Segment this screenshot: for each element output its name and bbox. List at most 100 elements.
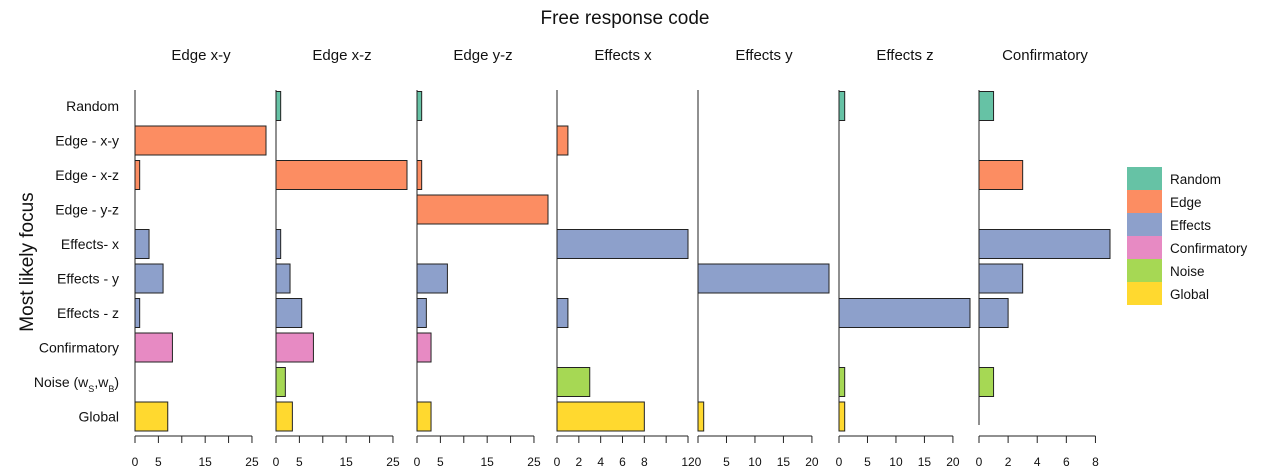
bar-effects-z (556, 298, 569, 328)
bar-effects-x (275, 229, 282, 259)
x-tick-label: 15 (918, 455, 932, 469)
bar-effects-y (978, 263, 1024, 294)
row-label-edge-x-z: Edge - x-z (55, 167, 119, 183)
legend-label: Noise (1170, 264, 1205, 279)
x-tick-label: 15 (339, 455, 353, 469)
row-label-noise-w-s-w-b: Noise (wS,wB) (34, 374, 119, 394)
panel-effects-y: Effects y 0 5 10 15 20 (695, 47, 830, 469)
x-tick-label: 5 (296, 455, 303, 469)
panel-effects-z: Effects z 0 5 10 15 20 (836, 47, 971, 469)
x-tick-label: 25 (245, 455, 259, 469)
x-tick-label: 10 (748, 455, 762, 469)
x-tick-label: 5 (723, 455, 730, 469)
row-label-effects-x: Effects- x (61, 236, 119, 252)
panel-edge-x-y: Edge x-y 0 5 15 25 (132, 47, 267, 469)
legend-item-global: Global (1127, 282, 1209, 305)
row-label-global: Global (79, 409, 119, 425)
bar-confirmatory (416, 332, 432, 363)
bar-global (275, 401, 293, 432)
legend-item-noise: Noise (1127, 259, 1205, 282)
panel-title: Edge y-z (453, 47, 512, 64)
bar-effects-z (838, 298, 971, 328)
x-tick-label: 4 (1034, 455, 1041, 469)
bar-edge-x-z (978, 160, 1024, 190)
legend-swatch (1127, 190, 1162, 213)
legend-swatch (1127, 236, 1162, 259)
chart-title: Free response code (541, 8, 710, 29)
x-tick-label: 15 (480, 455, 494, 469)
x-tick-label: 2 (575, 455, 582, 469)
legend: Random Edge Effects Confirmatory Noise Global (1127, 167, 1248, 305)
bar-edge-x-z (134, 160, 141, 190)
bar-global (697, 401, 705, 432)
bar-edge-y-z (416, 194, 549, 225)
x-tick-label: 0 (273, 455, 280, 469)
x-tick-label: 0 (132, 455, 139, 469)
x-tick-label: 20 (946, 455, 960, 469)
bar-random (978, 91, 995, 121)
legend-item-effects: Effects (1127, 213, 1211, 236)
bar-noise-w-s-w-b (275, 367, 286, 397)
y-axis-label: Most likely focus (17, 192, 38, 331)
bar-random (838, 91, 846, 121)
bar-edge-x-z (275, 160, 408, 190)
x-tick-label: 0 (836, 455, 843, 469)
bar-effects-z (134, 298, 141, 328)
row-label-edge-x-y: Edge - x-y (55, 133, 119, 149)
x-tick-label: 20 (805, 455, 819, 469)
bar-edge-x-y (556, 125, 569, 156)
legend-item-edge: Edge (1127, 190, 1202, 213)
bar-effects-z (978, 298, 1009, 328)
legend-swatch (1127, 167, 1162, 190)
x-tick-label: 0 (695, 455, 702, 469)
bar-confirmatory (134, 332, 173, 363)
legend-swatch (1127, 282, 1162, 305)
bar-global (134, 401, 169, 432)
bar-effects-x (556, 229, 689, 259)
x-tick-label: 0 (554, 455, 561, 469)
row-label-effects-y: Effects - y (57, 271, 119, 287)
panel-title: Effects x (594, 47, 652, 64)
x-tick-label: 2 (1005, 455, 1012, 469)
legend-label: Effects (1170, 218, 1211, 233)
x-tick-label: 8 (1092, 455, 1099, 469)
x-tick-label: 5 (155, 455, 162, 469)
bar-noise-w-s-w-b (556, 367, 591, 397)
bar-effects-z (416, 298, 427, 328)
bar-confirmatory (275, 332, 314, 363)
x-tick-label: 15 (777, 455, 791, 469)
legend-label: Edge (1170, 195, 1202, 210)
row-label-random: Random (66, 98, 119, 114)
bar-effects-y (134, 263, 164, 294)
bar-global (838, 401, 846, 432)
panel-title: Confirmatory (1002, 47, 1088, 64)
x-tick-label: 25 (386, 455, 400, 469)
bar-edge-x-y (134, 125, 267, 156)
legend-label: Global (1170, 287, 1209, 302)
legend-item-random: Random (1127, 167, 1221, 190)
legend-label: Random (1170, 172, 1221, 187)
bar-random (416, 91, 423, 121)
panel-effects-x: Effects x 0 2 4 6 8 12 (554, 47, 695, 469)
bar-global (556, 401, 645, 432)
x-tick-label: 12 (681, 455, 695, 469)
x-tick-label: 5 (437, 455, 444, 469)
legend-label: Confirmatory (1170, 241, 1248, 256)
bar-effects-y (697, 263, 830, 294)
x-tick-label: 6 (619, 455, 626, 469)
bar-noise-w-s-w-b (978, 367, 995, 397)
row-labels: Random Edge - x-y Edge - x-z Edge - y-z Effe… (34, 98, 119, 425)
x-tick-label: 0 (414, 455, 421, 469)
bar-effects-x (978, 229, 1111, 259)
bar-random (275, 91, 282, 121)
bar-effects-y (275, 263, 291, 294)
x-tick-label: 25 (527, 455, 541, 469)
bar-effects-x (134, 229, 150, 259)
panel-title: Edge x-y (171, 47, 231, 64)
x-tick-label: 0 (976, 455, 983, 469)
bar-noise-w-s-w-b (838, 367, 846, 397)
panel-title: Effects y (735, 47, 793, 64)
legend-swatch (1127, 213, 1162, 236)
